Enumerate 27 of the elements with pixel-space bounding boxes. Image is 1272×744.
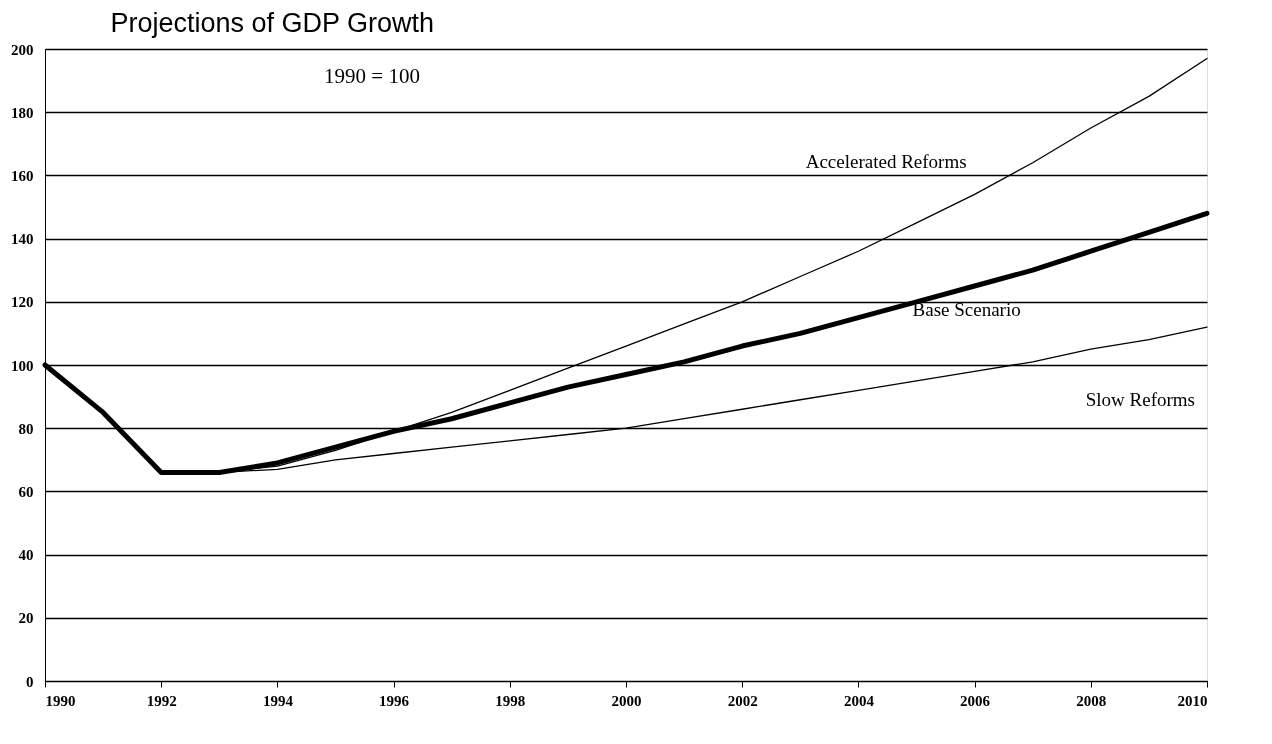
x-tick-label: 1990 (45, 692, 76, 709)
x-tick-label: 2006 (960, 692, 991, 709)
x-tick-label: 2000 (611, 692, 642, 709)
series-label: Accelerated Reforms (805, 151, 967, 173)
x-tick-label: 1994 (262, 692, 294, 709)
x-tick-label: 2004 (843, 692, 875, 709)
x-tick-label: 1996 (379, 692, 410, 709)
x-tick-label: 2008 (1076, 692, 1107, 709)
chart-title: Projections of GDP Growth (110, 8, 435, 38)
x-tick-label: 2010 (1177, 692, 1208, 709)
y-tick-label: 40 (18, 547, 34, 564)
y-tick-label: 200 (11, 41, 34, 58)
y-tick-label: 80 (18, 420, 34, 437)
series-label: Slow Reforms (1085, 389, 1195, 411)
y-tick-label: 60 (18, 483, 34, 500)
y-tick-label: 140 (11, 231, 34, 248)
x-tick-label: 2002 (727, 692, 758, 709)
y-tick-label: 0 (26, 673, 34, 690)
y-tick-label: 160 (11, 167, 34, 184)
y-tick-label: 120 (11, 294, 34, 311)
y-tick-label: 100 (11, 357, 34, 374)
text: 1990 = 100 (324, 64, 420, 88)
y-tick-label: 20 (18, 610, 34, 627)
x-tick-label: 1998 (495, 692, 526, 709)
series-label: Base Scenario (912, 299, 1021, 321)
x-tick-label: 1992 (146, 692, 177, 709)
y-tick-label: 180 (11, 104, 34, 121)
